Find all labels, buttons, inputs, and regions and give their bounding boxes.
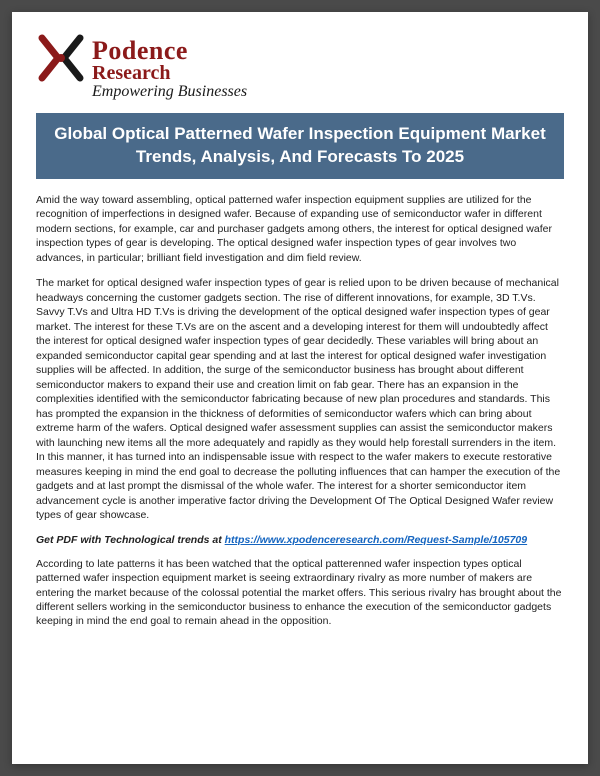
paragraph-closing: According to late patterns it has been w… — [36, 557, 564, 629]
document-page: Podence Research Empowering Businesses G… — [12, 12, 588, 764]
paragraph-2: The market for optical designed wafer in… — [36, 276, 564, 522]
report-title: Global Optical Patterned Wafer Inspectio… — [36, 113, 564, 179]
logo-x-icon — [36, 32, 88, 84]
cta-prefix: Get PDF with Technological trends at — [36, 534, 225, 546]
logo-tagline: Empowering Businesses — [92, 83, 247, 101]
sample-request-link[interactable]: https://www.xpodenceresearch.com/Request… — [225, 534, 527, 546]
logo-block: Podence Research Empowering Businesses — [36, 32, 564, 101]
cta-line: Get PDF with Technological trends at htt… — [36, 534, 564, 546]
paragraph-1: Amid the way toward assembling, optical … — [36, 193, 564, 265]
logo-sub-text: Research — [92, 62, 247, 85]
logo-text: Podence Research Empowering Businesses — [92, 32, 247, 101]
